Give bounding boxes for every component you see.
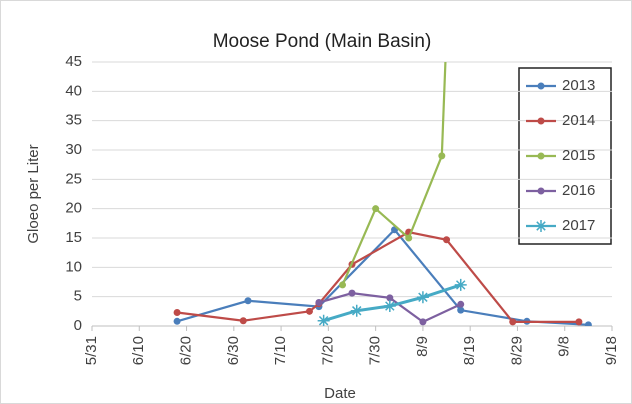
x-tick-label: 7/10 <box>272 336 289 365</box>
y-tick-label: 40 <box>65 82 82 99</box>
y-tick-label: 45 <box>65 53 82 70</box>
x-tick-label: 6/30 <box>225 336 242 365</box>
marker <box>584 321 592 326</box>
legend-label: 2013 <box>562 77 595 94</box>
x-tick-label: 6/10 <box>130 336 147 365</box>
x-tick-label: 6/20 <box>178 336 195 365</box>
marker <box>383 300 396 313</box>
x-axis-label: Date <box>324 385 356 402</box>
x-tick-label: 5/31 <box>83 336 100 365</box>
x-tick-label: 9/8 <box>556 336 573 357</box>
x-tick-label: 8/19 <box>461 336 478 365</box>
marker <box>537 117 545 125</box>
y-tick-label: 15 <box>65 229 82 246</box>
y-tick-label: 20 <box>65 200 82 217</box>
marker <box>405 234 413 242</box>
marker <box>348 289 356 297</box>
marker <box>305 307 313 315</box>
marker <box>438 152 446 160</box>
marker <box>339 281 347 289</box>
marker <box>537 152 545 160</box>
x-tick-label: 9/18 <box>603 336 620 365</box>
marker <box>239 317 247 325</box>
legend-label: 2017 <box>562 217 595 234</box>
plot-area <box>173 62 592 326</box>
marker <box>535 220 547 232</box>
y-tick-label: 25 <box>65 170 82 187</box>
marker <box>457 300 465 308</box>
marker <box>315 299 323 307</box>
y-tick-label: 10 <box>65 258 82 275</box>
marker <box>350 304 363 317</box>
marker <box>457 306 465 314</box>
marker <box>537 82 545 90</box>
marker <box>454 278 467 291</box>
legend-label: 2016 <box>562 182 595 199</box>
marker <box>537 187 545 195</box>
y-tick-label: 5 <box>74 288 82 305</box>
y-tick-label: 0 <box>74 317 82 334</box>
marker <box>173 309 181 317</box>
y-tick-label: 30 <box>65 141 82 158</box>
legend-label: 2014 <box>562 112 595 129</box>
y-axis-label: Gloeo per Liter <box>25 144 42 243</box>
legend-label: 2015 <box>562 147 595 164</box>
marker <box>244 297 252 305</box>
chart-title: Moose Pond (Main Basin) <box>213 31 432 52</box>
marker <box>173 317 181 325</box>
y-tick-label: 35 <box>65 112 82 129</box>
marker <box>372 205 380 213</box>
marker <box>416 291 429 304</box>
marker <box>317 314 330 326</box>
marker <box>443 236 451 244</box>
x-tick-label: 8/9 <box>414 336 431 357</box>
x-tick-label: 8/29 <box>508 336 525 365</box>
x-tick-label: 7/20 <box>319 336 336 365</box>
marker <box>386 294 394 302</box>
marker <box>509 318 517 326</box>
marker <box>419 318 427 326</box>
marker <box>575 318 583 326</box>
x-tick-label: 7/30 <box>367 336 384 365</box>
